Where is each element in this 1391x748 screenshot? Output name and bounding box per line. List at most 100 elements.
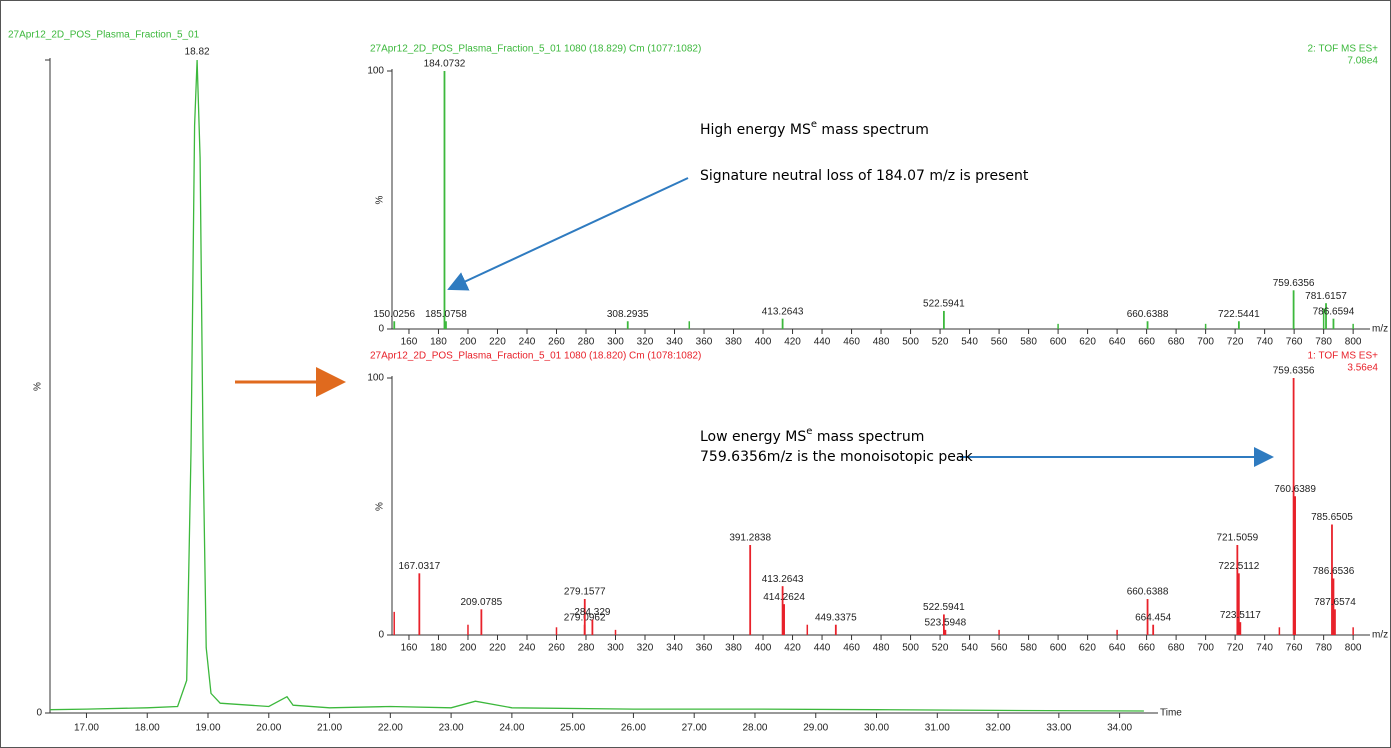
x-tick-label: 160 [401, 643, 418, 654]
x-tick-label: 24.00 [499, 723, 524, 734]
x-tick-label: 760 [1286, 337, 1303, 348]
x-tick-label: 33.00 [1046, 723, 1071, 734]
x-tick-label: 400 [755, 643, 772, 654]
peak-label: 723.5117 [1220, 610, 1261, 621]
x-tick-label: 480 [873, 337, 890, 348]
x-tick-label: 240 [519, 643, 536, 654]
peak-label: 150.0256 [373, 309, 415, 320]
peak-label: 167.0317 [398, 561, 440, 572]
annotation-superscript: e [806, 426, 812, 437]
peak-label: 449.3375 [815, 612, 857, 623]
x-tick-label: 280 [578, 337, 595, 348]
x-tick-label: 700 [1197, 643, 1214, 654]
x-tick-label: 200 [460, 337, 477, 348]
x-tick-label: 240 [519, 337, 536, 348]
x-tick-label: 560 [991, 643, 1008, 654]
x-tick-label: 25.00 [560, 723, 585, 734]
x-axis-label: m/z [1372, 324, 1388, 335]
x-tick-label: 620 [1079, 337, 1096, 348]
x-tick-label: 540 [961, 337, 978, 348]
x-tick-label: 440 [814, 643, 831, 654]
x-tick-label: 23.00 [439, 723, 464, 734]
x-tick-label: 320 [637, 643, 654, 654]
annotation-text: mass spectrum [817, 122, 929, 138]
x-tick-label: 600 [1050, 643, 1067, 654]
x-tick-label: 200 [460, 643, 477, 654]
chromatogram-line [49, 59, 1144, 712]
x-tick-label: 220 [489, 643, 506, 654]
x-tick-label: 17.00 [74, 723, 99, 734]
chart-title: 27Apr12_2D_POS_Plasma_Fraction_5_01 [8, 30, 200, 41]
peak-label: 759.6356 [1273, 366, 1315, 377]
x-tick-label: 520 [932, 337, 949, 348]
peak-label: 522.5941 [923, 602, 965, 613]
x-tick-label: 340 [666, 643, 683, 654]
peak-label: 391.2838 [729, 533, 771, 544]
x-tick-label: 19.00 [195, 723, 220, 734]
x-tick-label: 680 [1168, 337, 1185, 348]
x-tick-label: 580 [1020, 643, 1037, 654]
peak-label: 786.6594 [1313, 306, 1355, 317]
x-tick-label: 780 [1315, 643, 1332, 654]
x-tick-label: 620 [1079, 643, 1096, 654]
x-tick-label: 540 [961, 643, 978, 654]
x-axis-label: Time [1160, 708, 1182, 719]
peak-label: 664.454 [1135, 612, 1172, 623]
peak-label: 185.0758 [425, 309, 467, 320]
spectrum-title: 27Apr12_2D_POS_Plasma_Fraction_5_01 1080… [370, 44, 701, 55]
y-tick-label: 100 [367, 373, 384, 384]
x-tick-label: 800 [1345, 337, 1362, 348]
x-tick-label: 500 [902, 337, 919, 348]
x-tick-label: 28.00 [742, 723, 767, 734]
x-tick-label: 740 [1256, 337, 1273, 348]
annotation-text: mass spectrum [812, 429, 924, 445]
peak-label: 722.5112 [1218, 561, 1259, 572]
x-tick-label: 580 [1020, 337, 1037, 348]
y-tick-label: 0 [36, 708, 42, 719]
annotation-text: High energy MS [700, 122, 811, 138]
annotation-superscript: e [811, 119, 817, 130]
x-tick-label: 260 [548, 643, 565, 654]
intensity-label: 3.56e4 [1347, 363, 1378, 374]
peak-label: 760.6389 [1274, 484, 1316, 495]
spectrum-title: 27Apr12_2D_POS_Plasma_Fraction_5_01 1080… [370, 351, 701, 362]
scan-label: 2: TOF MS ES+ [1308, 44, 1379, 55]
peak-label: 523.5948 [925, 618, 967, 629]
x-tick-label: 360 [696, 337, 713, 348]
x-tick-label: 680 [1168, 643, 1185, 654]
x-tick-label: 660 [1138, 643, 1155, 654]
x-tick-label: 780 [1315, 337, 1332, 348]
arrow-note: 759.6356m/z is the monoisotopic peak [700, 449, 973, 465]
x-tick-label: 700 [1197, 337, 1214, 348]
x-tick-label: 360 [696, 643, 713, 654]
peak-label: 786.6536 [1313, 566, 1355, 577]
y-tick-label: 0 [378, 324, 384, 335]
x-tick-label: 460 [843, 643, 860, 654]
x-tick-label: 29.00 [803, 723, 828, 734]
peak-label: 721.5059 [1216, 533, 1258, 544]
x-tick-label: 740 [1256, 643, 1273, 654]
blue-arrow [447, 177, 689, 291]
arrow-note: Signature neutral loss of 184.07 m/z is … [700, 168, 1029, 184]
x-tick-label: 720 [1227, 643, 1244, 654]
x-tick-label: 400 [755, 337, 772, 348]
peak-label: 660.6388 [1127, 587, 1169, 598]
x-tick-label: 160 [401, 337, 418, 348]
peak-label: 413.2643 [762, 574, 804, 585]
peak-label: 660.6388 [1127, 309, 1169, 320]
x-tick-label: 20.00 [256, 723, 281, 734]
peak-label: 785.6505 [1311, 512, 1353, 523]
x-tick-label: 30.00 [864, 723, 889, 734]
x-tick-label: 760 [1286, 643, 1303, 654]
peak-label: 209.0785 [461, 597, 503, 608]
annotation-text: Low energy MS [700, 429, 806, 445]
x-tick-label: 380 [725, 337, 742, 348]
x-tick-label: 180 [430, 643, 447, 654]
peak-label: 279.1577 [564, 587, 606, 598]
x-tick-label: 420 [784, 643, 801, 654]
y-axis-label: % [33, 382, 44, 391]
x-tick-label: 27.00 [682, 723, 707, 734]
spectrum-annotation: Low energy MSe mass spectrum [700, 426, 924, 445]
x-tick-label: 340 [666, 337, 683, 348]
